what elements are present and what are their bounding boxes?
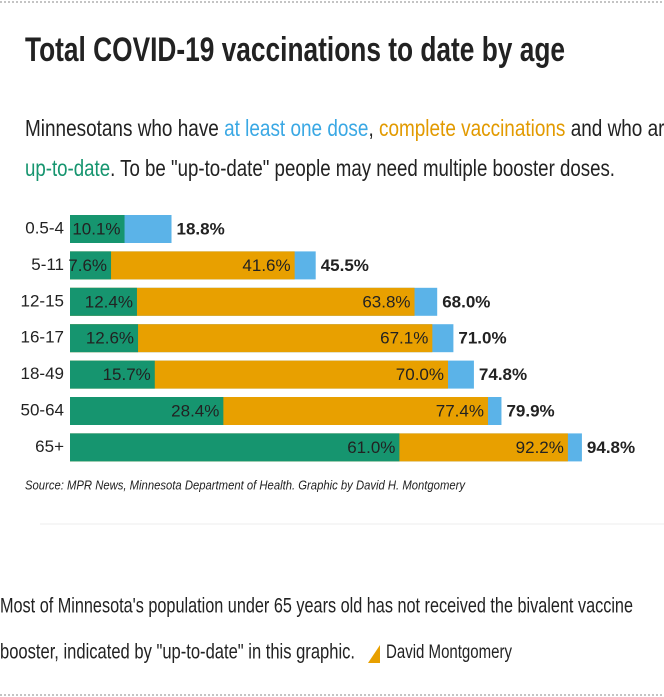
value-label: 28.4% <box>171 401 219 420</box>
category-label: 12-15 <box>21 291 64 310</box>
credit-icon <box>368 645 380 663</box>
category-label: 0.5-4 <box>25 218 64 237</box>
value-label: 94.8% <box>587 438 635 457</box>
category-label: 16-17 <box>21 328 64 347</box>
value-label: 61.0% <box>347 438 395 457</box>
value-label: 41.6% <box>242 256 290 275</box>
value-label: 18.8% <box>177 219 225 238</box>
value-label: 15.7% <box>103 365 151 384</box>
value-label: 70.0% <box>396 365 444 384</box>
bar <box>70 397 224 425</box>
value-label: 68.0% <box>442 292 490 311</box>
category-label: 5-11 <box>31 255 64 274</box>
value-label: 74.8% <box>479 365 527 384</box>
bar <box>70 215 125 243</box>
subtitle-part: complete vaccinations <box>379 115 565 141</box>
value-label: 79.9% <box>506 401 554 420</box>
bar <box>70 360 155 389</box>
category-label: 65+ <box>35 437 64 456</box>
value-label: 12.6% <box>86 329 134 348</box>
subtitle-part: up-to-date <box>25 155 110 181</box>
chart-title: Total COVID-19 vaccinations to date by a… <box>25 31 565 69</box>
category-label: 18-49 <box>21 364 64 383</box>
source: Source: MPR News, Minnesota Department o… <box>25 477 466 492</box>
value-label: 63.8% <box>362 292 410 311</box>
bar <box>70 324 139 353</box>
bar <box>70 433 400 462</box>
subtitle-part: Minnesotans who have <box>25 115 224 141</box>
caption-line: Most of Minnesota's population under 65 … <box>0 595 633 618</box>
bar <box>70 251 112 280</box>
caption-line: booster, indicated by "up-to-date" in th… <box>0 641 355 664</box>
value-label: 67.1% <box>380 329 428 348</box>
category-label: 50-64 <box>21 400 64 419</box>
value-label: 92.2% <box>516 438 564 457</box>
value-label: 10.1% <box>72 219 120 238</box>
value-label: 77.4% <box>436 401 484 420</box>
subtitle-part: , <box>368 115 379 141</box>
subtitle-line: Minnesotans who have at least one dose, … <box>25 115 664 141</box>
bar <box>70 287 137 316</box>
value-label: 7.6% <box>68 256 107 275</box>
subtitle-line: up-to-date. To be "up-to-date" people ma… <box>25 155 615 181</box>
subtitle-part: at least one dose <box>224 115 368 141</box>
value-label: 71.0% <box>458 329 506 348</box>
value-label: 12.4% <box>85 292 133 311</box>
credit: David Montgomery <box>386 642 512 663</box>
value-label: 45.5% <box>321 256 369 275</box>
subtitle-part: and who are <box>565 115 664 141</box>
subtitle-part: . To be "up-to-date" people may need mul… <box>110 155 615 181</box>
